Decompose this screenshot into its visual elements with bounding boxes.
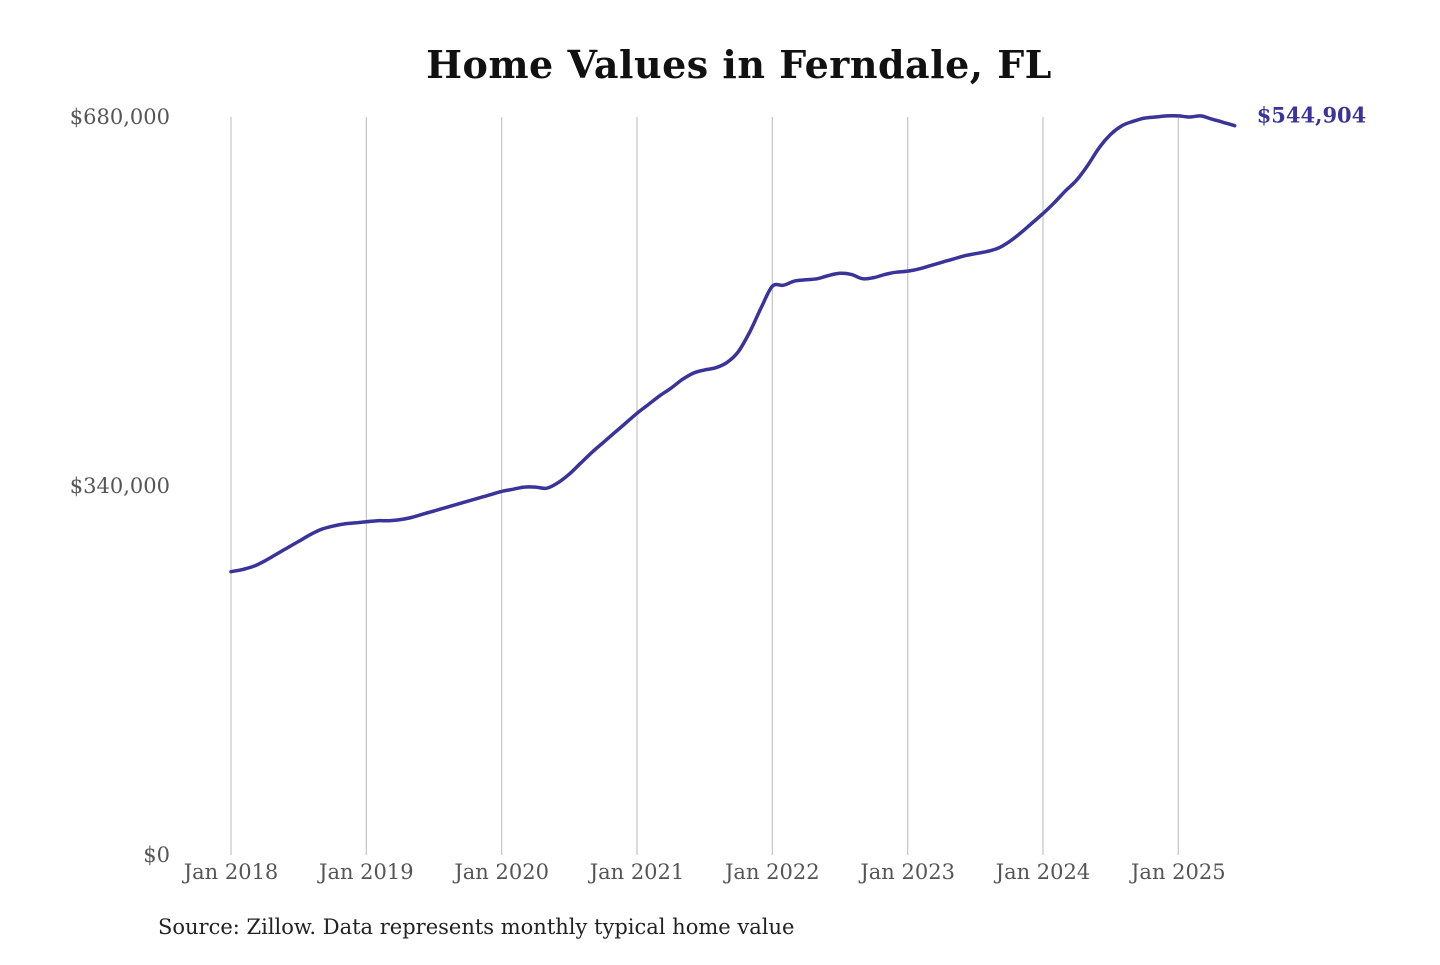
x-axis-ticks: Jan 2018 Jan 2019 Jan 2020 Jan 2021 Jan 2022… [182,860,1226,884]
x-tick-label: Jan 2018 [182,860,279,884]
y-tick-label: $680,000 [70,105,170,129]
series-layer: $544,904 [229,103,1367,574]
grid-layer [230,117,1179,855]
chart-title: Home Values in Ferndale, FL [426,42,1052,87]
x-tick-label: Jan 2019 [317,860,414,884]
y-tick-label: $340,000 [70,474,170,498]
y-axis-ticks: $0 $340,000 $680,000 [70,105,170,867]
y-tick-label: $0 [143,843,170,867]
x-tick-label: Jan 2025 [1129,860,1226,884]
x-tick-label: Jan 2022 [723,860,820,884]
source-note: Source: Zillow. Data represents monthly … [158,915,795,939]
end-value-label: $544,904 [1257,103,1367,128]
x-tick-label: Jan 2020 [452,860,549,884]
home-value-line [229,114,1237,574]
x-tick-label: Jan 2024 [994,860,1091,884]
x-tick-label: Jan 2023 [858,860,955,884]
x-tick-label: Jan 2021 [588,860,685,884]
